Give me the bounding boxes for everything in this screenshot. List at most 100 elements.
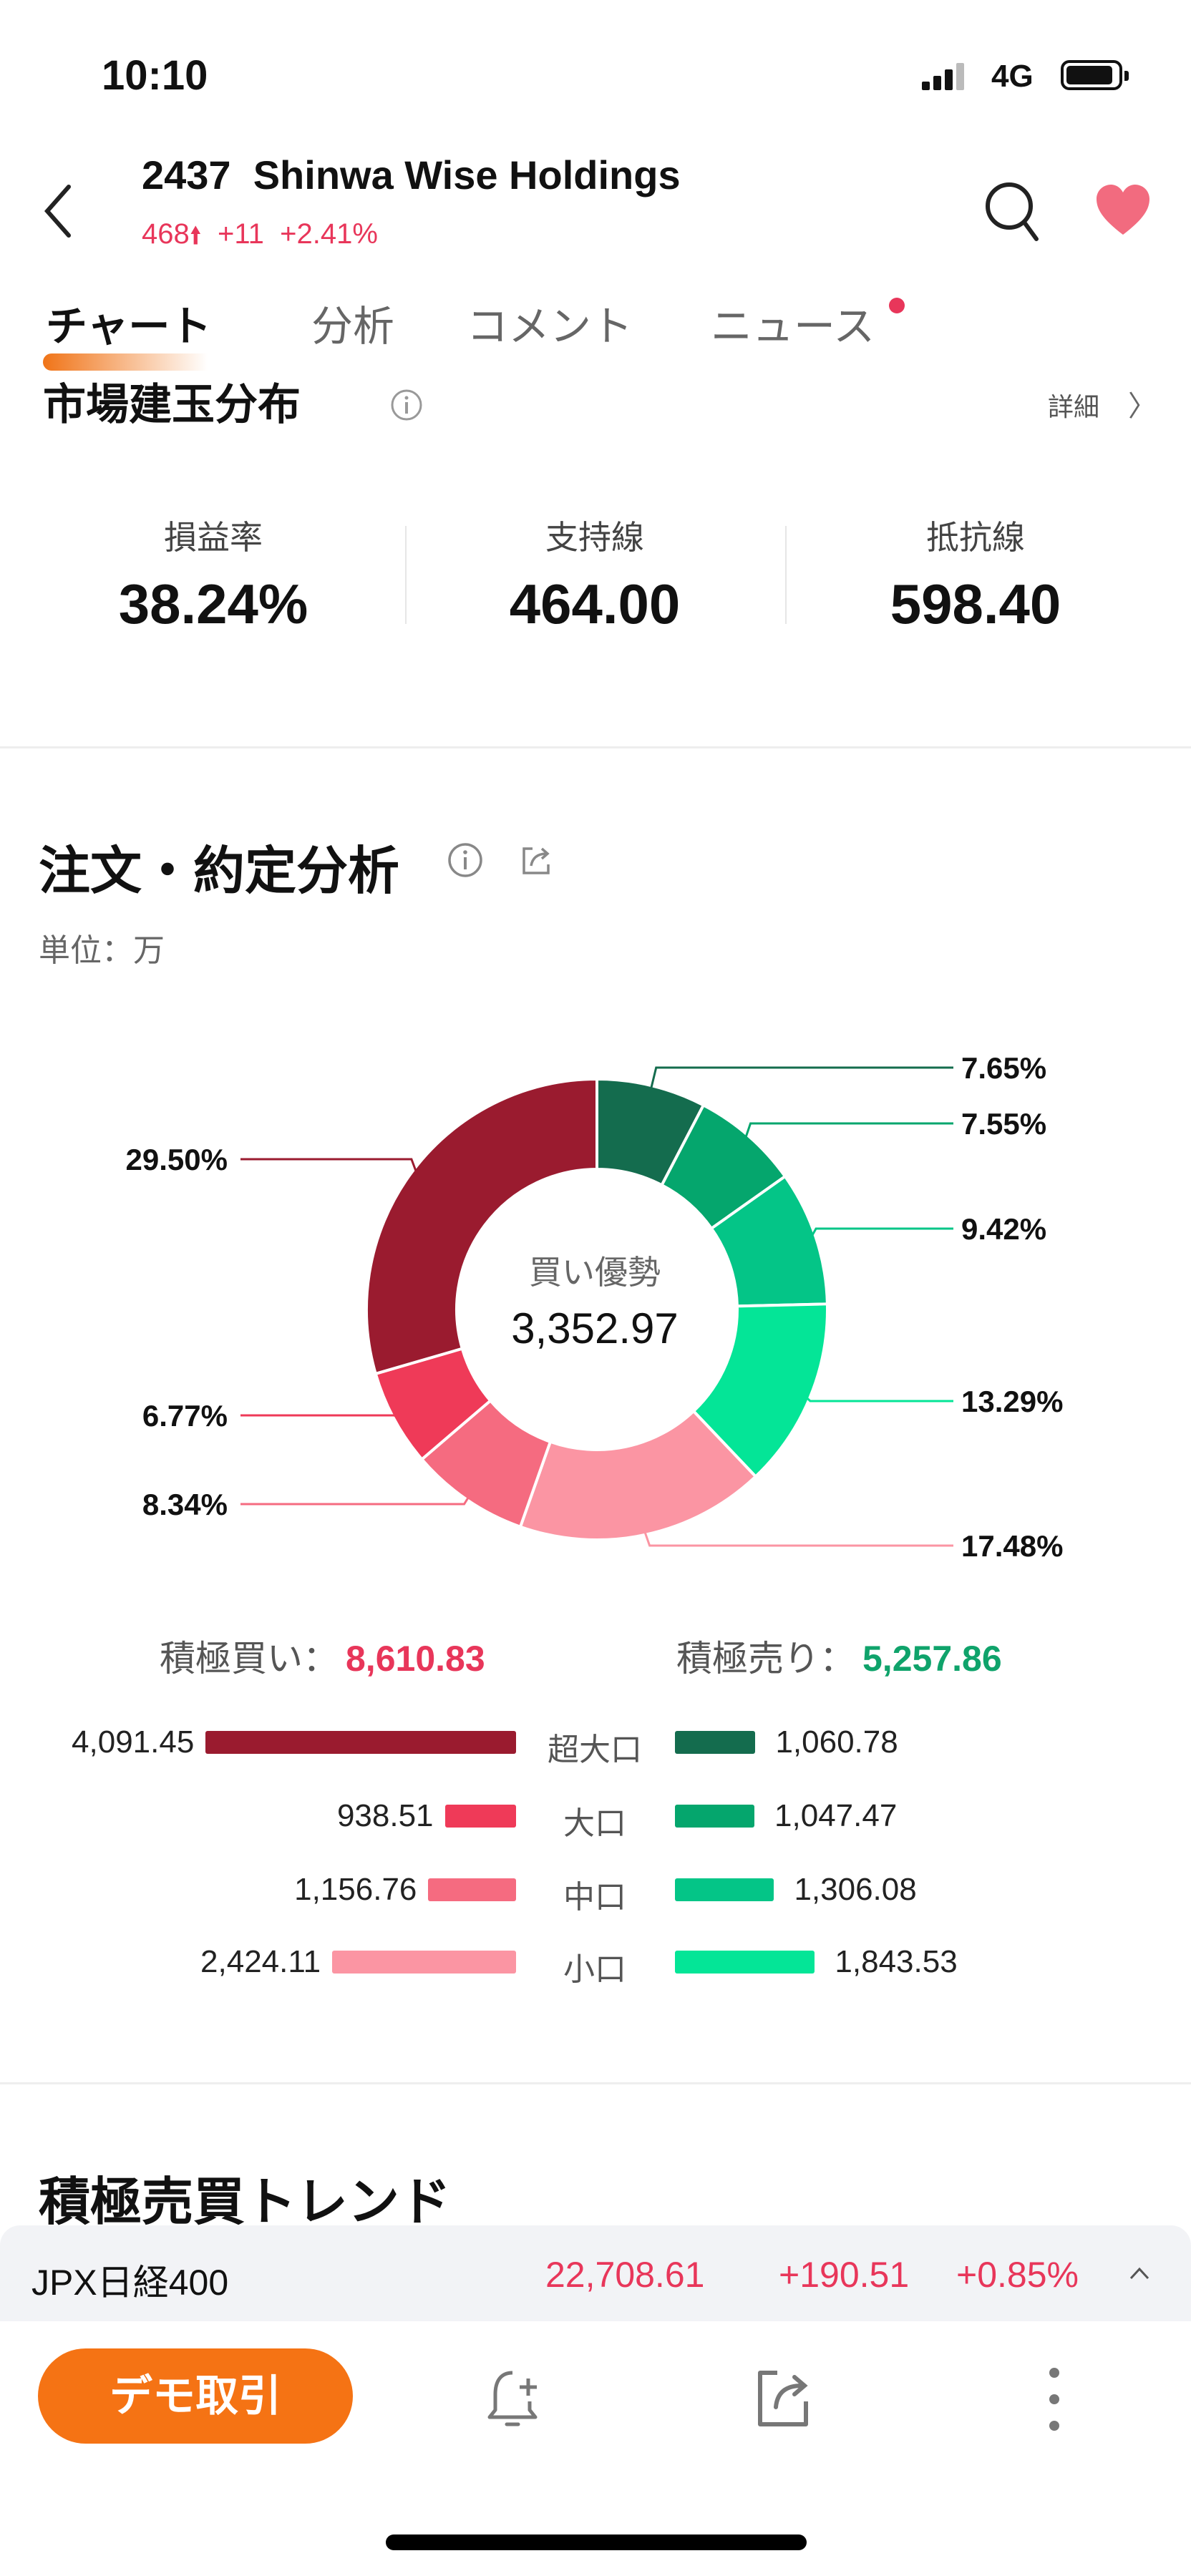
order-analysis-title: 注文・約定分析 <box>39 843 400 900</box>
battery-icon <box>1061 60 1129 90</box>
tab-chart[interactable]: チャート <box>43 303 212 371</box>
slice-label: 6.77% <box>142 1399 228 1433</box>
tab-label: チャート <box>46 303 212 350</box>
tab-label: コメント <box>467 303 633 350</box>
detail-link[interactable]: 詳細 〉 <box>1048 391 1157 423</box>
index-value: 22,708.61 <box>545 2255 705 2295</box>
stock-price-line: 468🠙 +11 +2.41% <box>142 218 378 259</box>
slice-label: 7.65% <box>961 1051 1046 1085</box>
trend-title: 積極売買トレンド <box>39 2174 452 2231</box>
stat-label: 抵抗線 <box>926 519 1025 556</box>
sell-total: 積極売り： 5,257.86 <box>676 1630 1002 1682</box>
buy-bar <box>428 1878 516 1901</box>
tab-analysis[interactable]: 分析 <box>311 303 394 351</box>
index-name: JPX日経400 <box>31 2263 229 2303</box>
info-icon[interactable] <box>447 841 484 879</box>
back-icon[interactable] <box>40 182 76 240</box>
section-divider <box>0 2082 1191 2084</box>
section-divider <box>0 746 1191 748</box>
more-icon[interactable] <box>1045 2366 1064 2433</box>
search-icon[interactable] <box>982 179 1042 243</box>
home-indicator[interactable] <box>386 2534 807 2550</box>
detail-label: 詳細 <box>1047 392 1099 421</box>
unit-label: 単位：万 <box>39 933 165 968</box>
divider <box>405 526 407 624</box>
sell-bar <box>675 1878 774 1901</box>
leader-line <box>240 1494 471 1506</box>
chevron-right-icon: 〉 <box>1128 391 1157 422</box>
market-position-title: 市場建玉分布 <box>43 381 301 429</box>
stat-value: 598.40 <box>890 572 1061 635</box>
size-label: 小口 <box>563 1952 626 1987</box>
stat-value: 464.00 <box>509 572 681 635</box>
buy-value: 1,156.76 <box>294 1872 417 1907</box>
stock-title: 2437 Shinwa Wise Holdings <box>142 152 681 197</box>
stat-label: 損益率 <box>164 519 263 556</box>
size-label: 中口 <box>563 1880 626 1915</box>
stat-value: 38.24% <box>118 572 308 635</box>
size-label: 超大口 <box>548 1732 642 1767</box>
donut-slice <box>365 1077 598 1376</box>
buy-bar <box>332 1951 516 1974</box>
share-icon[interactable] <box>754 2368 816 2430</box>
index-ticker-bar[interactable]: JPX日経400 22,708.61 +190.51 +0.85% <box>0 2225 1191 2321</box>
divider <box>785 526 787 624</box>
share-icon[interactable] <box>518 843 554 879</box>
sell-value: 1,047.47 <box>774 1798 898 1833</box>
leader-line <box>803 1395 953 1402</box>
signal-icon <box>922 63 965 90</box>
buy-bar <box>205 1731 516 1754</box>
donut-center-value: 3,352.97 <box>511 1304 679 1352</box>
leader-line <box>649 1066 953 1092</box>
slice-label: 7.55% <box>961 1107 1046 1141</box>
donut-slice <box>518 1409 758 1541</box>
network-label: 4G <box>991 59 1034 94</box>
slice-label: 9.42% <box>961 1212 1046 1246</box>
active-tab-indicator <box>43 353 208 371</box>
price-change-pct: +2.41% <box>280 218 378 250</box>
donut-center-label: 買い優勢 <box>529 1254 661 1291</box>
stat-support: 支持線 464.00 <box>416 512 774 637</box>
tab-label: ニュース <box>711 303 875 350</box>
chevron-up-icon[interactable] <box>1128 2265 1151 2281</box>
leader-line <box>240 1158 419 1175</box>
bell-plus-icon[interactable] <box>484 2366 545 2431</box>
price-change: +11 <box>218 218 264 250</box>
status-time: 10:10 <box>102 52 208 99</box>
buy-value: 938.51 <box>336 1798 434 1833</box>
slice-label: 17.48% <box>961 1529 1063 1563</box>
news-badge <box>889 298 905 313</box>
demo-trade-button[interactable]: デモ取引 <box>38 2348 353 2444</box>
order-donut-chart: 7.65% 7.55% 9.42% 13.29% 17.48% 8.34% 6.77% 29.… <box>126 1051 1064 1563</box>
tab-news[interactable]: ニュース <box>711 303 875 351</box>
up-arrow-icon: 🠙 <box>189 222 202 249</box>
heart-icon[interactable] <box>1095 185 1151 236</box>
leader-line <box>809 1227 953 1240</box>
sell-value: 1,843.53 <box>835 1944 958 1979</box>
tab-bar: チャート 分析 コメント ニュース <box>0 286 1191 374</box>
leader-line <box>744 1122 953 1141</box>
buy-bar <box>444 1805 516 1828</box>
sell-bar <box>675 1805 755 1828</box>
slice-label: 8.34% <box>142 1488 228 1521</box>
sell-value: 1,306.08 <box>794 1872 917 1907</box>
info-icon[interactable] <box>389 388 424 422</box>
buy-total-label: 積極買い： <box>160 1639 339 1679</box>
buy-total-value: 8,610.83 <box>346 1639 485 1679</box>
sell-bar <box>675 1951 815 1974</box>
sell-bar <box>675 1731 756 1754</box>
index-change: +190.51 <box>779 2255 910 2295</box>
buy-total: 積極買い： 8,610.83 <box>160 1630 485 1682</box>
stat-label: 支持線 <box>545 519 644 556</box>
sell-total-value: 5,257.86 <box>862 1639 1002 1679</box>
index-change-pct: +0.85% <box>956 2255 1079 2295</box>
buy-value: 4,091.45 <box>72 1724 195 1760</box>
sell-value: 1,060.78 <box>775 1724 898 1760</box>
stat-resistance: 抵抗線 598.40 <box>797 512 1154 637</box>
stat-profit-rate: 損益率 38.24% <box>34 512 392 637</box>
tab-comments[interactable]: コメント <box>467 303 633 351</box>
size-label: 大口 <box>563 1806 626 1841</box>
buy-value: 2,424.11 <box>200 1944 321 1979</box>
tab-label: 分析 <box>311 303 395 350</box>
slice-label: 13.29% <box>961 1385 1063 1418</box>
